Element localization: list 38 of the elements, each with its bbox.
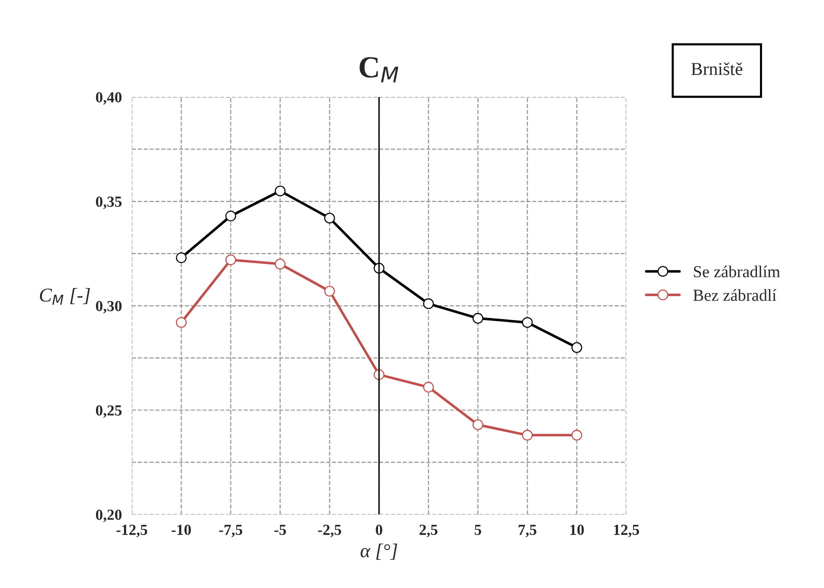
point xyxy=(522,317,533,328)
x-tick-label: -10 xyxy=(172,524,191,535)
point xyxy=(522,430,533,441)
x-tick-label: 7,5 xyxy=(518,524,536,538)
x-tick-label: 10 xyxy=(570,524,584,535)
point xyxy=(225,254,236,266)
x-tick-label: -12,5 xyxy=(116,524,148,538)
x-tick-label: -7,5 xyxy=(219,524,242,538)
y-tick-label: 0,40 xyxy=(96,92,122,105)
y-tick-label: 0,30 xyxy=(96,300,122,314)
point xyxy=(274,186,286,196)
point xyxy=(274,258,286,270)
x-tick-label: -5 xyxy=(274,524,286,535)
y-tick-label: 0,35 xyxy=(96,196,122,210)
point xyxy=(423,298,434,310)
x-tick-label: 5 xyxy=(474,524,482,535)
point xyxy=(176,317,187,328)
legend-label: Bez zábradlí xyxy=(693,289,776,301)
x-tick-label: -2,5 xyxy=(318,524,342,538)
point xyxy=(472,419,484,430)
point xyxy=(176,252,187,264)
point xyxy=(225,210,236,222)
x-tick-label: 2,5 xyxy=(420,524,438,538)
point xyxy=(324,286,335,297)
y-tick-label: 0,25 xyxy=(96,405,122,418)
text: Brniště xyxy=(691,62,742,76)
y-axis-title: C$_{M}$ [-] xyxy=(40,288,90,305)
legend-label: Se zábradlím xyxy=(694,266,780,278)
point xyxy=(324,212,335,224)
point xyxy=(571,342,582,353)
x-tick-label: 12,5 xyxy=(614,524,640,538)
chart-title: C$_{M}$ xyxy=(360,57,398,82)
point xyxy=(472,312,484,324)
y-tick-label: 0,20 xyxy=(96,510,122,522)
point xyxy=(571,430,582,441)
x-axis-title: α [°] xyxy=(360,544,398,560)
point xyxy=(423,382,434,393)
x-tick-label: 0 xyxy=(376,524,382,535)
